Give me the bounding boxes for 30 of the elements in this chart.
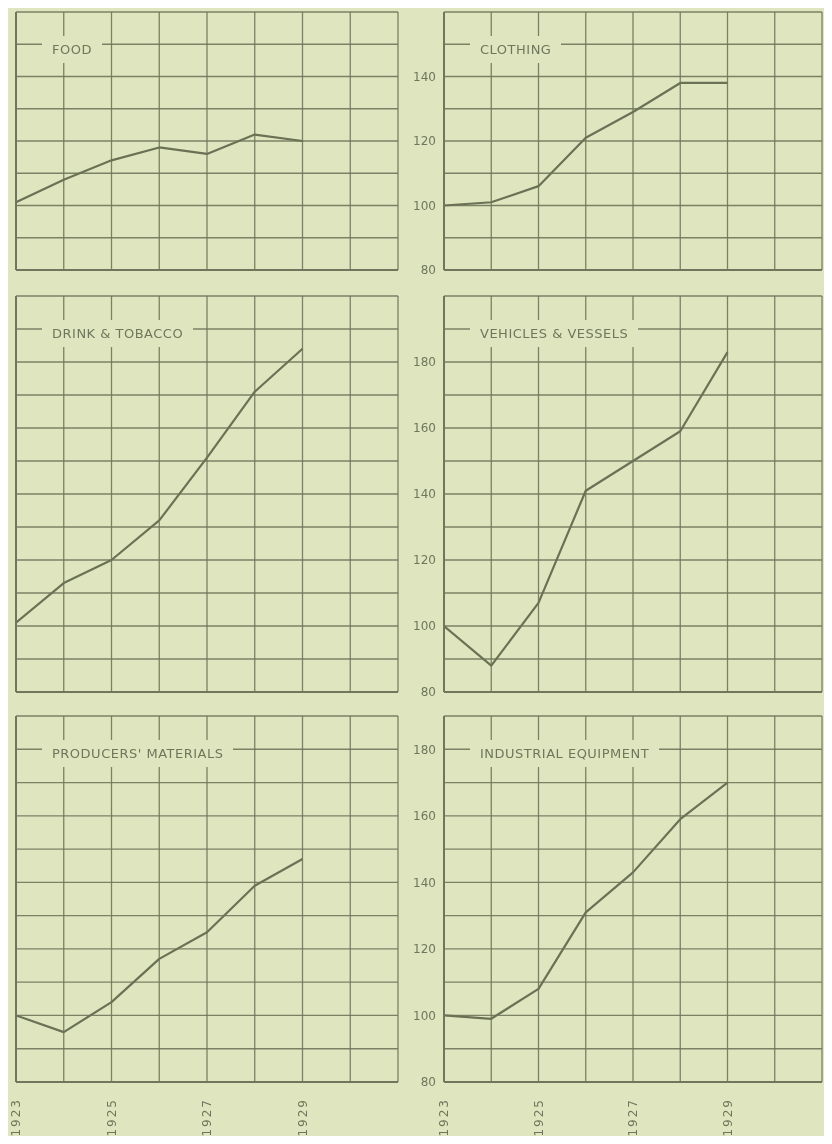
text: VEHICLES & VESSELS	[470, 320, 639, 347]
x-tick-label: 1929	[720, 1098, 735, 1137]
y-tick-label: 180	[413, 742, 436, 757]
x-tick-label: 1925	[531, 1098, 546, 1137]
text: PRODUCERS' MATERIALS	[42, 740, 234, 767]
y-tick-label: 80	[420, 685, 436, 700]
y-tick-label: 120	[413, 134, 436, 149]
text: DRINK & TOBACCO	[42, 320, 194, 347]
x-tick-label: 1925	[104, 1098, 119, 1137]
y-tick-label: 180	[413, 355, 436, 370]
y-tick-label: 140	[413, 487, 436, 502]
y-tick-label: 140	[413, 875, 436, 890]
y-tick-label: 100	[413, 198, 436, 213]
y-tick-label: 100	[413, 619, 436, 634]
y-tick-label: 160	[413, 421, 436, 436]
y-tick-label: 140	[413, 69, 436, 84]
x-tick-label: 1923	[437, 1098, 451, 1137]
x-tick-label: 1923	[9, 1098, 23, 1137]
y-tick-label: 120	[413, 553, 436, 568]
text: INDUSTRIAL EQUIPMENT	[470, 740, 660, 767]
y-tick-label: 80	[420, 263, 436, 278]
y-tick-label: 160	[413, 809, 436, 824]
x-tick-label: 1927	[200, 1098, 214, 1137]
y-tick-label: 100	[413, 1008, 436, 1023]
y-tick-label: 80	[420, 1075, 436, 1090]
text: CLOTHING	[470, 36, 562, 63]
text: FOOD	[42, 36, 102, 63]
y-tick-label: 120	[413, 942, 436, 957]
x-tick-label: 1929	[295, 1098, 310, 1137]
x-tick-label: 1927	[626, 1098, 640, 1137]
